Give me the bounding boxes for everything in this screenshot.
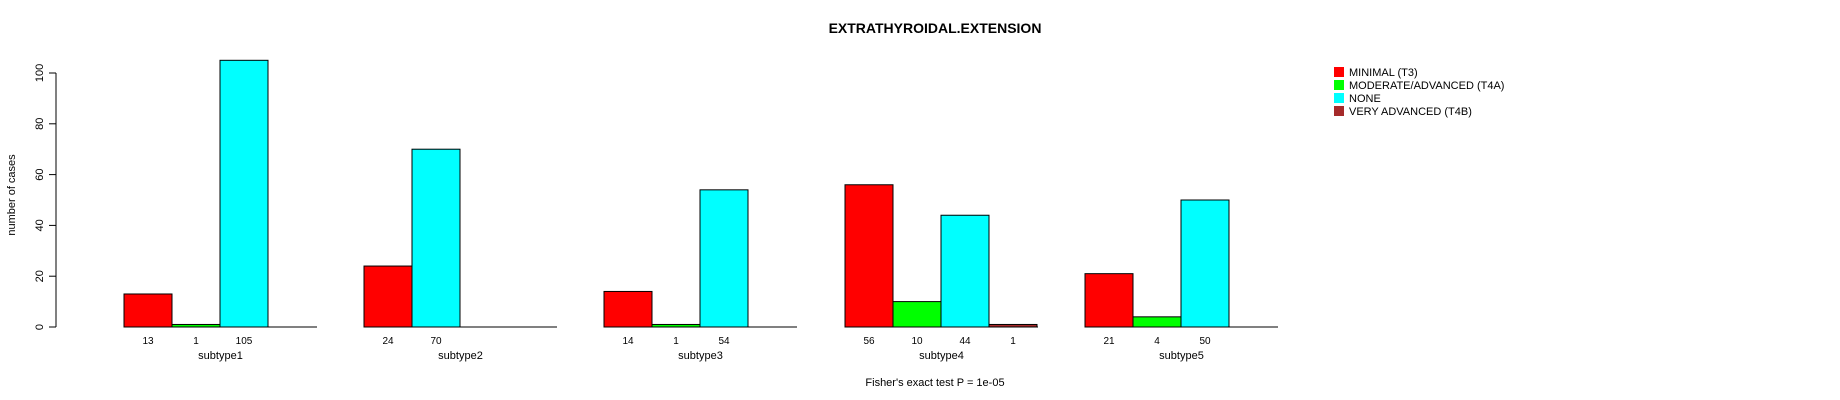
- bar-count-label: 14: [622, 336, 634, 347]
- bar-subtype3-series-2: [699, 189, 749, 328]
- legend: MINIMAL (T3)MODERATE/ADVANCED (T4A)NONEV…: [1334, 67, 1504, 118]
- bar-subtype1-series-2: [219, 59, 269, 328]
- bar-subtype1-series-0: [123, 293, 173, 328]
- bar-count-label: 54: [718, 336, 730, 347]
- bar-subtype4-series-0: [844, 184, 894, 328]
- y-tick-label: 80: [34, 118, 46, 130]
- bar-subtype4-series-2: [940, 214, 990, 328]
- legend-label: MINIMAL (T3): [1349, 67, 1418, 79]
- bar-subtype5-series-0: [1084, 273, 1134, 328]
- bar-count-label: 4: [1154, 336, 1160, 347]
- group-label: subtype4: [919, 350, 964, 362]
- bar-count-label: 1: [193, 336, 199, 347]
- bar-count-label: 24: [382, 336, 394, 347]
- bar-subtype4-series-1: [892, 301, 942, 328]
- legend-swatch: [1334, 93, 1344, 103]
- y-tick-label: 0: [34, 324, 46, 330]
- bar-count-label: 105: [236, 336, 253, 347]
- fisher-test-caption: Fisher's exact test P = 1e-05: [865, 377, 1004, 389]
- y-axis-label: number of cases: [6, 154, 18, 236]
- chart-title: EXTRATHYROIDAL.EXTENSION: [829, 20, 1042, 36]
- group-label: subtype5: [1159, 350, 1204, 362]
- bar-count-label: 70: [430, 336, 442, 347]
- panel-subtype5: 21 4 50 subtype5: [1084, 199, 1278, 362]
- legend-swatch: [1334, 80, 1344, 90]
- y-tick-label: 20: [34, 270, 46, 282]
- legend-swatch: [1334, 67, 1344, 77]
- group-label: subtype3: [678, 350, 723, 362]
- bar-count-label: 50: [1199, 336, 1211, 347]
- bar-subtype3-series-1: [651, 323, 701, 328]
- legend-label: NONE: [1349, 93, 1381, 105]
- legend-swatch: [1334, 106, 1344, 116]
- bar-subtype5-series-2: [1180, 199, 1230, 328]
- bar-count-label: 13: [142, 336, 154, 347]
- bar-count-label: 56: [863, 336, 875, 347]
- bar-subtype1-series-1: [171, 323, 221, 328]
- group-label: subtype2: [438, 350, 483, 362]
- bar-count-label: 1: [673, 336, 679, 347]
- bar-subtype3-series-0: [603, 290, 653, 328]
- y-axis: 0 20 40 60 80 100: [34, 64, 57, 330]
- bar-count-label: 1: [1010, 336, 1016, 347]
- bar-count-label: 10: [911, 336, 923, 347]
- y-tick-label: 60: [34, 168, 46, 180]
- panel-subtype2: 24 70 subtype2: [363, 148, 557, 362]
- group-label: subtype1: [198, 350, 243, 362]
- bar-subtype2-series-0: [363, 265, 413, 328]
- y-tick-label: 40: [34, 219, 46, 231]
- bar-count-label: 44: [959, 336, 971, 347]
- panel-subtype4: 56 10 44 1 subtype4: [844, 184, 1038, 362]
- bar-subtype4-series-3: [988, 323, 1038, 328]
- bar-subtype5-series-1: [1132, 316, 1182, 328]
- y-tick-label: 100: [34, 64, 46, 82]
- bar-count-label: 21: [1103, 336, 1115, 347]
- legend-label: MODERATE/ADVANCED (T4A): [1349, 80, 1504, 92]
- panel-subtype3: 14 1 54 subtype3: [603, 189, 797, 362]
- panel-subtype1: 13 1 105 subtype1: [123, 59, 317, 362]
- legend-label: VERY ADVANCED (T4B): [1349, 106, 1472, 118]
- bar-subtype2-series-2: [411, 148, 461, 328]
